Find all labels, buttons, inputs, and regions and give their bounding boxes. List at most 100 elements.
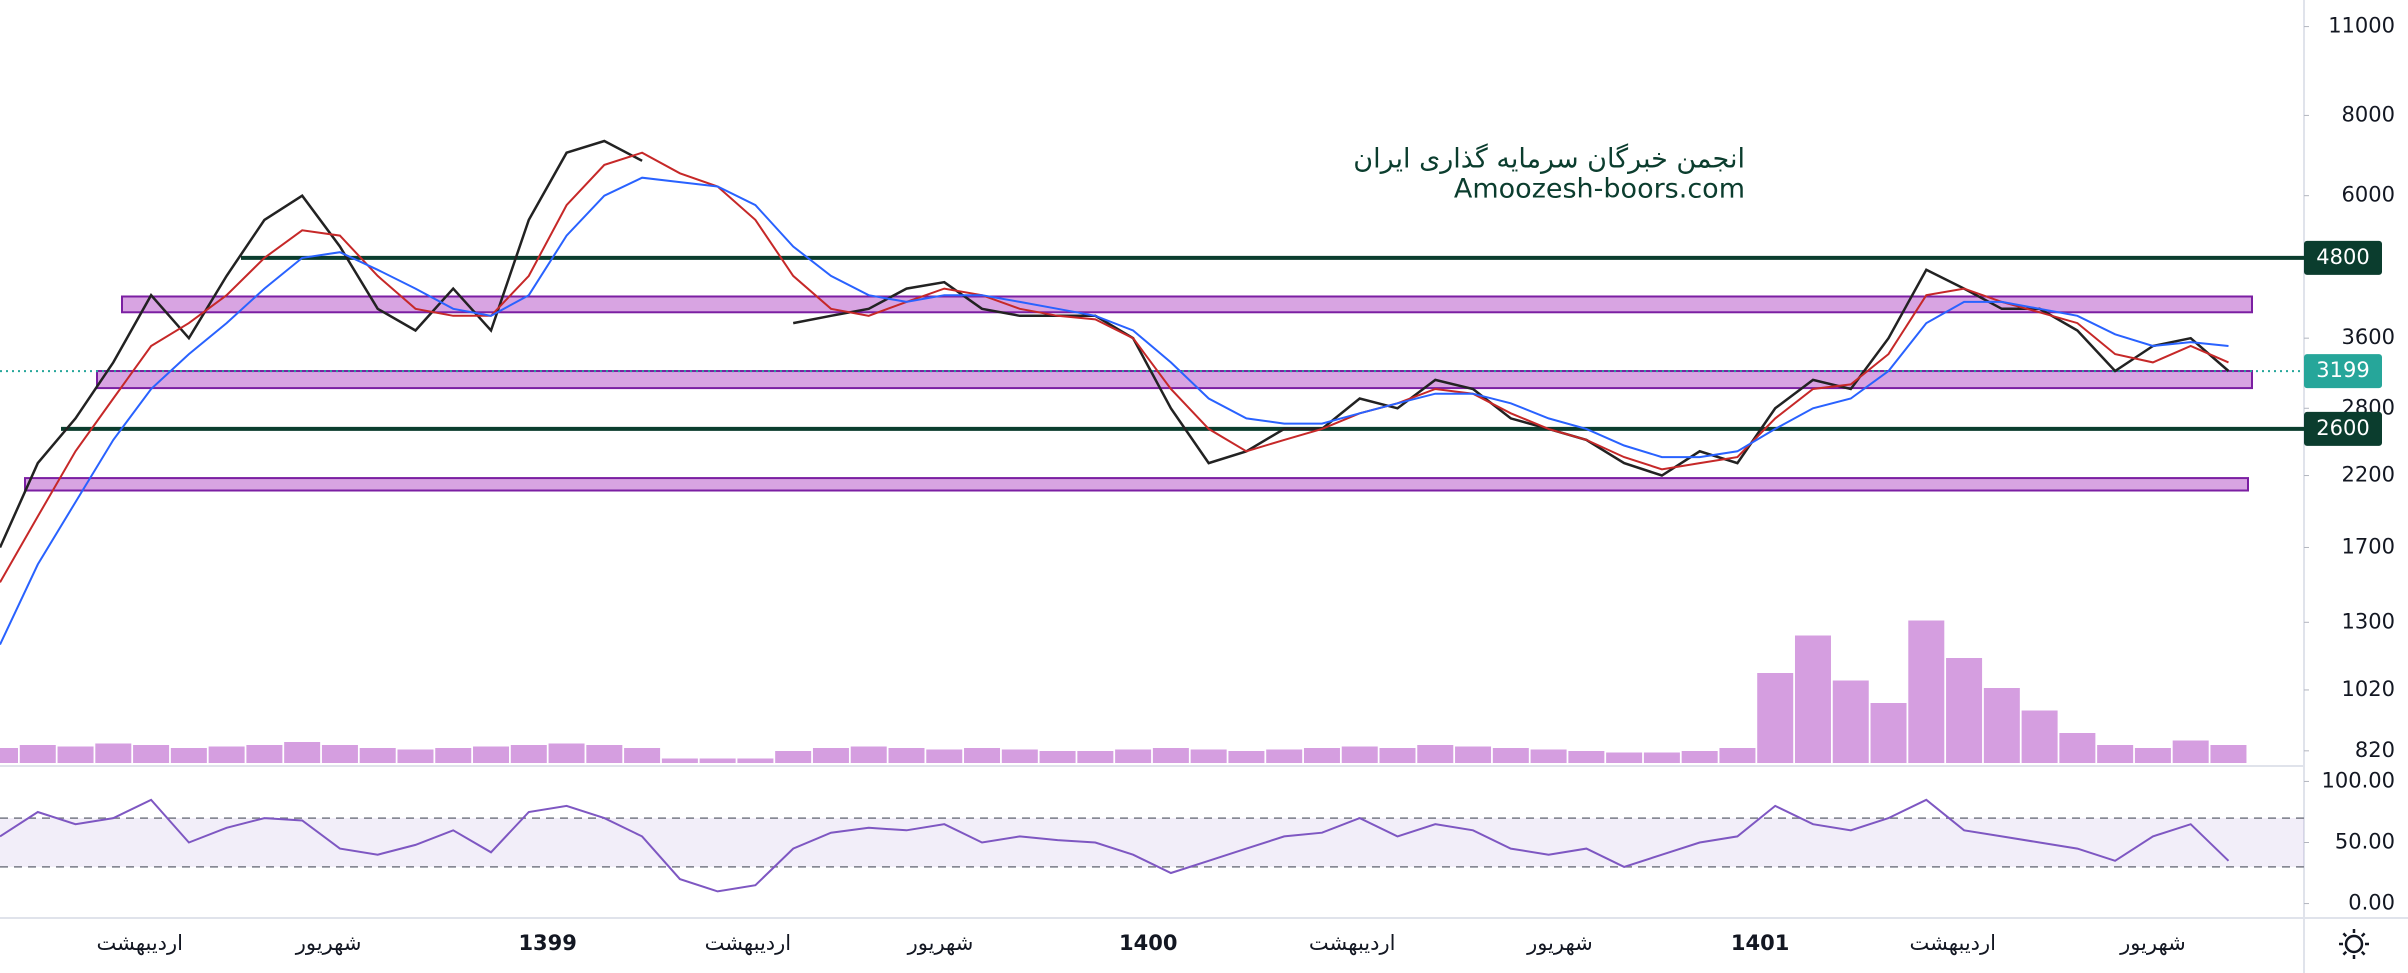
volume-bar — [2021, 710, 2058, 763]
y-tick-label: 1700 — [2342, 534, 2395, 558]
volume-bar — [1643, 752, 1680, 763]
settings-icon[interactable] — [2339, 929, 2369, 959]
level-label: 4800 — [2316, 245, 2369, 269]
volume-bar — [2210, 745, 2247, 763]
volume-bar — [812, 748, 849, 763]
volume-bar — [586, 745, 623, 763]
volume-bar — [1379, 748, 1416, 763]
volume-bar — [850, 746, 887, 763]
level-label-box — [2304, 240, 2382, 275]
volume-bar — [2059, 733, 2096, 763]
volume-bar — [133, 745, 170, 763]
volume-bar — [1832, 680, 1869, 763]
volume-bar — [1946, 658, 1983, 763]
volume-bar — [1228, 751, 1265, 763]
x-tick-label: 1401 — [1731, 931, 1789, 955]
x-tick-label: اردیبهشت — [1309, 931, 1396, 955]
volume-bar — [246, 745, 283, 763]
watermark: Amoozesh-boors.com — [1454, 174, 1745, 205]
y-tick-label: 2200 — [2342, 463, 2395, 487]
volume-bar — [435, 748, 472, 763]
x-tick-label: اردیبهشت — [1909, 931, 1996, 955]
volume-bar — [548, 743, 585, 763]
x-tick-label: شهریور — [295, 931, 362, 955]
volume-bar — [1190, 749, 1227, 763]
volume-bar — [1115, 749, 1152, 763]
volume-bar — [208, 746, 245, 763]
x-tick-label: اردیبهشت — [705, 931, 792, 955]
volume-bar — [1266, 749, 1303, 763]
level-label-box — [2304, 411, 2382, 446]
support-zone — [121, 295, 2253, 314]
x-tick-label: شهریور — [1526, 931, 1593, 955]
rsi-band — [0, 818, 2304, 867]
last-price-label: 3199 — [2316, 358, 2369, 382]
y-tick-label: 8000 — [2342, 102, 2395, 126]
x-tick-label: اردیبهشت — [96, 931, 183, 955]
x-tick-label: 1400 — [1119, 931, 1177, 955]
y-tick-label: 6000 — [2342, 183, 2395, 207]
rsi-tick-label: 100.00 — [2322, 768, 2395, 792]
volume-bar — [926, 749, 963, 763]
volume-bar — [1455, 746, 1492, 763]
volume-bar — [661, 758, 698, 763]
volume-bar — [1681, 751, 1718, 763]
volume-bar — [699, 758, 736, 763]
volume-bar — [1077, 751, 1114, 763]
volume-bar — [1606, 752, 1643, 763]
volume-bar — [2097, 745, 2134, 763]
watermark: انجمن خبرگان سرمایه گذاری ایران — [1353, 143, 1745, 175]
volume-bar — [1983, 688, 2020, 763]
volume-bar — [1568, 751, 1605, 763]
support-zone — [96, 370, 2253, 390]
volume-bar — [397, 749, 434, 763]
y-tick-label: 3600 — [2342, 325, 2395, 349]
volume-bar — [1303, 748, 1340, 763]
volume-bar — [2134, 748, 2171, 763]
volume-bar — [170, 748, 207, 763]
volume-bar — [321, 745, 358, 763]
volume-bar — [964, 748, 1001, 763]
volume-bar — [19, 745, 56, 763]
price-line — [0, 151, 2229, 583]
volume-bar — [1719, 748, 1756, 763]
x-tick-label: شهریور — [907, 931, 974, 955]
volume-bar — [1870, 703, 1907, 763]
volume-bar — [1794, 635, 1831, 763]
volume-bar — [1908, 620, 1945, 763]
rsi-line — [0, 798, 2230, 893]
x-tick-label: 1399 — [518, 931, 576, 955]
rsi-tick-label: 0.00 — [2348, 891, 2395, 915]
volume-bar — [510, 745, 547, 763]
volume-bar — [1001, 749, 1038, 763]
y-tick-label: 1300 — [2342, 609, 2395, 633]
volume-bar — [359, 748, 396, 763]
volume-bar — [0, 748, 18, 763]
y-tick-label: 820 — [2355, 738, 2395, 762]
price-line — [0, 176, 2229, 646]
volume-bar — [1757, 673, 1794, 763]
rsi-tick-label: 50.00 — [2335, 830, 2395, 854]
volume-bar — [2172, 740, 2209, 763]
support-zone — [24, 477, 2249, 492]
y-tick-label: 1020 — [2342, 677, 2395, 701]
volume-bar — [1492, 748, 1529, 763]
volume-bar — [737, 758, 774, 763]
volume-bar — [1039, 751, 1076, 763]
volume-bar — [888, 748, 925, 763]
volume-bar — [473, 746, 510, 763]
volume-bar — [1530, 749, 1567, 763]
y-tick-label: 11000 — [2328, 14, 2395, 38]
last-price-box — [2304, 354, 2382, 389]
volume-bar — [284, 742, 321, 763]
level-label: 2600 — [2316, 416, 2369, 440]
volume-bar — [57, 746, 94, 763]
volume-bar — [1152, 748, 1189, 763]
volume-bar — [775, 751, 812, 763]
volume-bar — [95, 743, 132, 763]
volume-bar — [1341, 746, 1378, 763]
volume-bar — [624, 748, 661, 763]
x-tick-label: شهریور — [2119, 931, 2186, 955]
volume-bar — [1417, 745, 1454, 763]
